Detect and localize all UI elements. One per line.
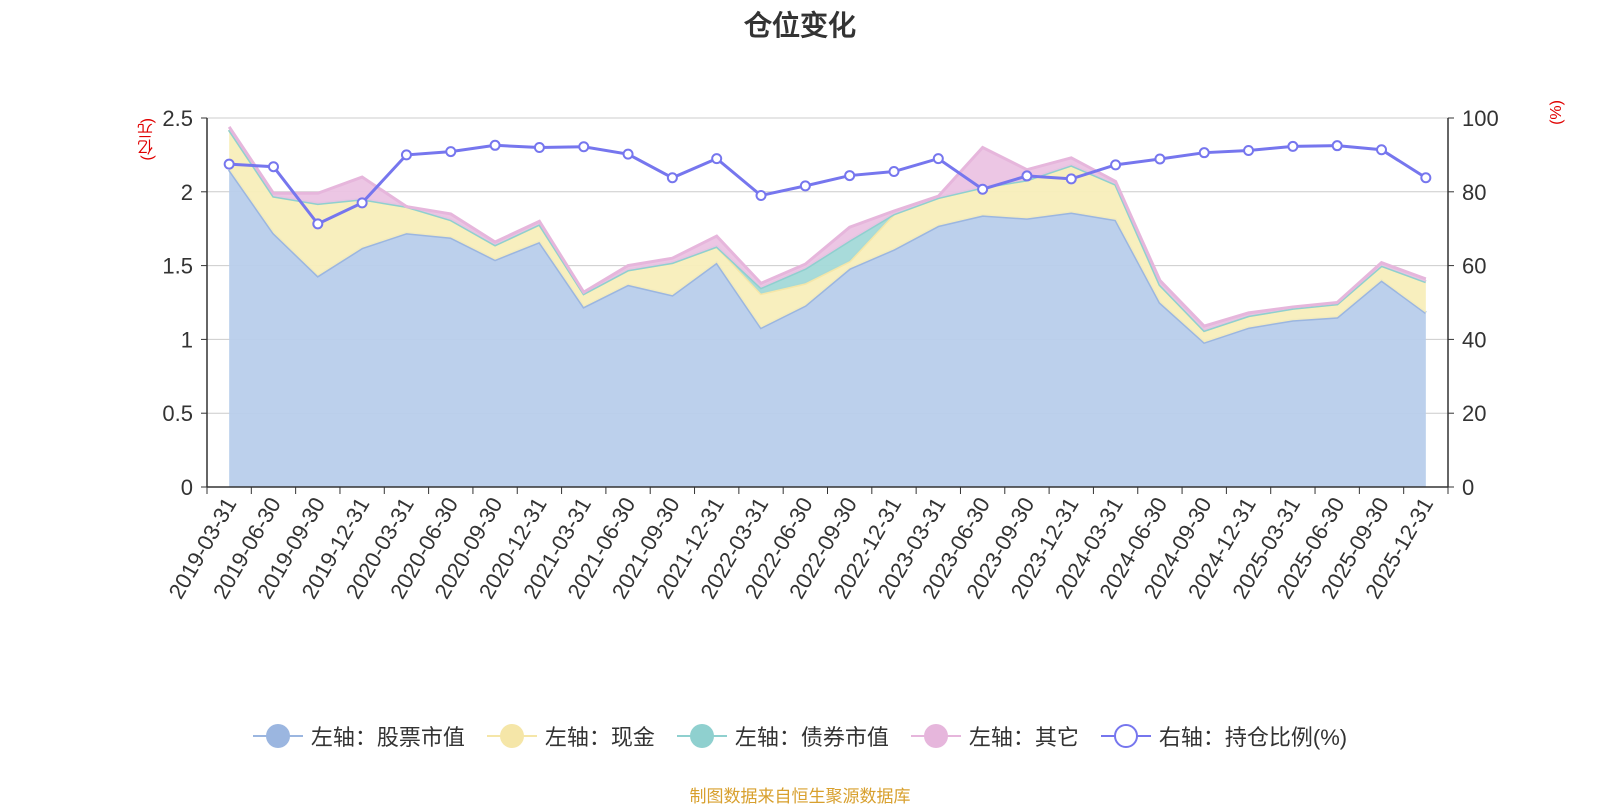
ratio-point-15 [888, 166, 900, 178]
legend-swatch-other-icon [910, 723, 961, 749]
left-tick-label-2: 1 [181, 327, 193, 352]
ratio-point-23 [1243, 144, 1255, 156]
legend-swatch-bond-icon [676, 723, 727, 749]
right-tick-label-2: 40 [1462, 327, 1486, 352]
left-axis-unit: (亿元) [139, 118, 156, 161]
ratio-point-25 [1331, 140, 1343, 152]
area-series-3 [229, 126, 1426, 331]
left-tick-label-5: 2.5 [162, 106, 193, 131]
ratio-point-14 [844, 170, 856, 182]
right-tick-label-0: 0 [1462, 475, 1474, 500]
ratio-point-17 [977, 183, 989, 195]
ratio-point-5 [445, 146, 457, 158]
ratio-point-22 [1198, 147, 1210, 159]
chart-legend: 左轴：股票市值 左轴：现金 左轴：债券市值 左轴：其它 右轴：持仓比例(%) [0, 720, 1600, 752]
left-tick-label-0: 0 [181, 475, 193, 500]
ratio-point-26 [1376, 144, 1388, 156]
ratio-point-4 [400, 149, 412, 161]
right-tick-label-5: 100 [1462, 106, 1499, 131]
legend-item-stock[interactable]: 左轴：股票市值 [252, 720, 465, 752]
legend-label-ratio: 右轴：持仓比例(%) [1158, 725, 1348, 750]
ratio-point-8 [578, 141, 590, 153]
legend-item-ratio[interactable]: 右轴：持仓比例(%) [1100, 720, 1348, 752]
right-tick-label-1: 20 [1462, 401, 1486, 426]
right-tick-label-3: 60 [1462, 254, 1486, 279]
right-tick-label-4: 80 [1462, 180, 1486, 205]
ratio-point-11 [711, 153, 723, 165]
ratio-point-7 [533, 142, 545, 154]
ratio-point-2 [312, 218, 324, 230]
ratio-point-3 [356, 197, 368, 209]
legend-item-bond[interactable]: 左轴：债券市值 [676, 720, 889, 752]
legend-label-stock: 左轴：股票市值 [310, 725, 465, 750]
legend-item-cash[interactable]: 左轴：现金 [486, 720, 655, 752]
ratio-point-10 [666, 172, 678, 184]
ratio-point-1 [267, 161, 279, 173]
legend-label-bond: 左轴：债券市值 [734, 725, 889, 750]
ratio-point-20 [1110, 159, 1122, 171]
ratio-point-19 [1065, 173, 1077, 185]
legend-label-cash: 左轴：现金 [544, 725, 655, 750]
ratio-point-13 [799, 180, 811, 192]
ratio-point-6 [489, 139, 501, 151]
ratio-point-12 [755, 189, 767, 201]
chart-title: 仓位变化 [743, 10, 856, 41]
ratio-point-24 [1287, 140, 1299, 152]
ratio-point-27 [1420, 172, 1432, 184]
right-axis-unit: (%) [1548, 100, 1565, 125]
area-series-1 [229, 129, 1426, 343]
ratio-point-16 [932, 153, 944, 165]
ratio-line [229, 143, 1427, 226]
legend-item-other[interactable]: 左轴：其它 [910, 720, 1079, 752]
ratio-point-18 [1021, 170, 1033, 182]
left-tick-label-1: 0.5 [162, 401, 193, 426]
ratio-point-21 [1154, 153, 1166, 165]
area-line-series-3 [227, 126, 1427, 328]
area-series-0 [229, 169, 1426, 487]
legend-swatch-stock-icon [252, 723, 303, 749]
ratio-point-9 [622, 148, 634, 160]
data-source-note: 制图数据来自恒生聚源数据库 [689, 787, 911, 806]
ratio-point-0 [223, 158, 235, 170]
left-tick-label-3: 1.5 [162, 254, 193, 279]
legend-label-other: 左轴：其它 [968, 725, 1079, 750]
legend-swatch-ratio-icon [1100, 723, 1151, 749]
left-tick-label-4: 2 [181, 180, 193, 205]
legend-swatch-cash-icon [486, 723, 537, 749]
